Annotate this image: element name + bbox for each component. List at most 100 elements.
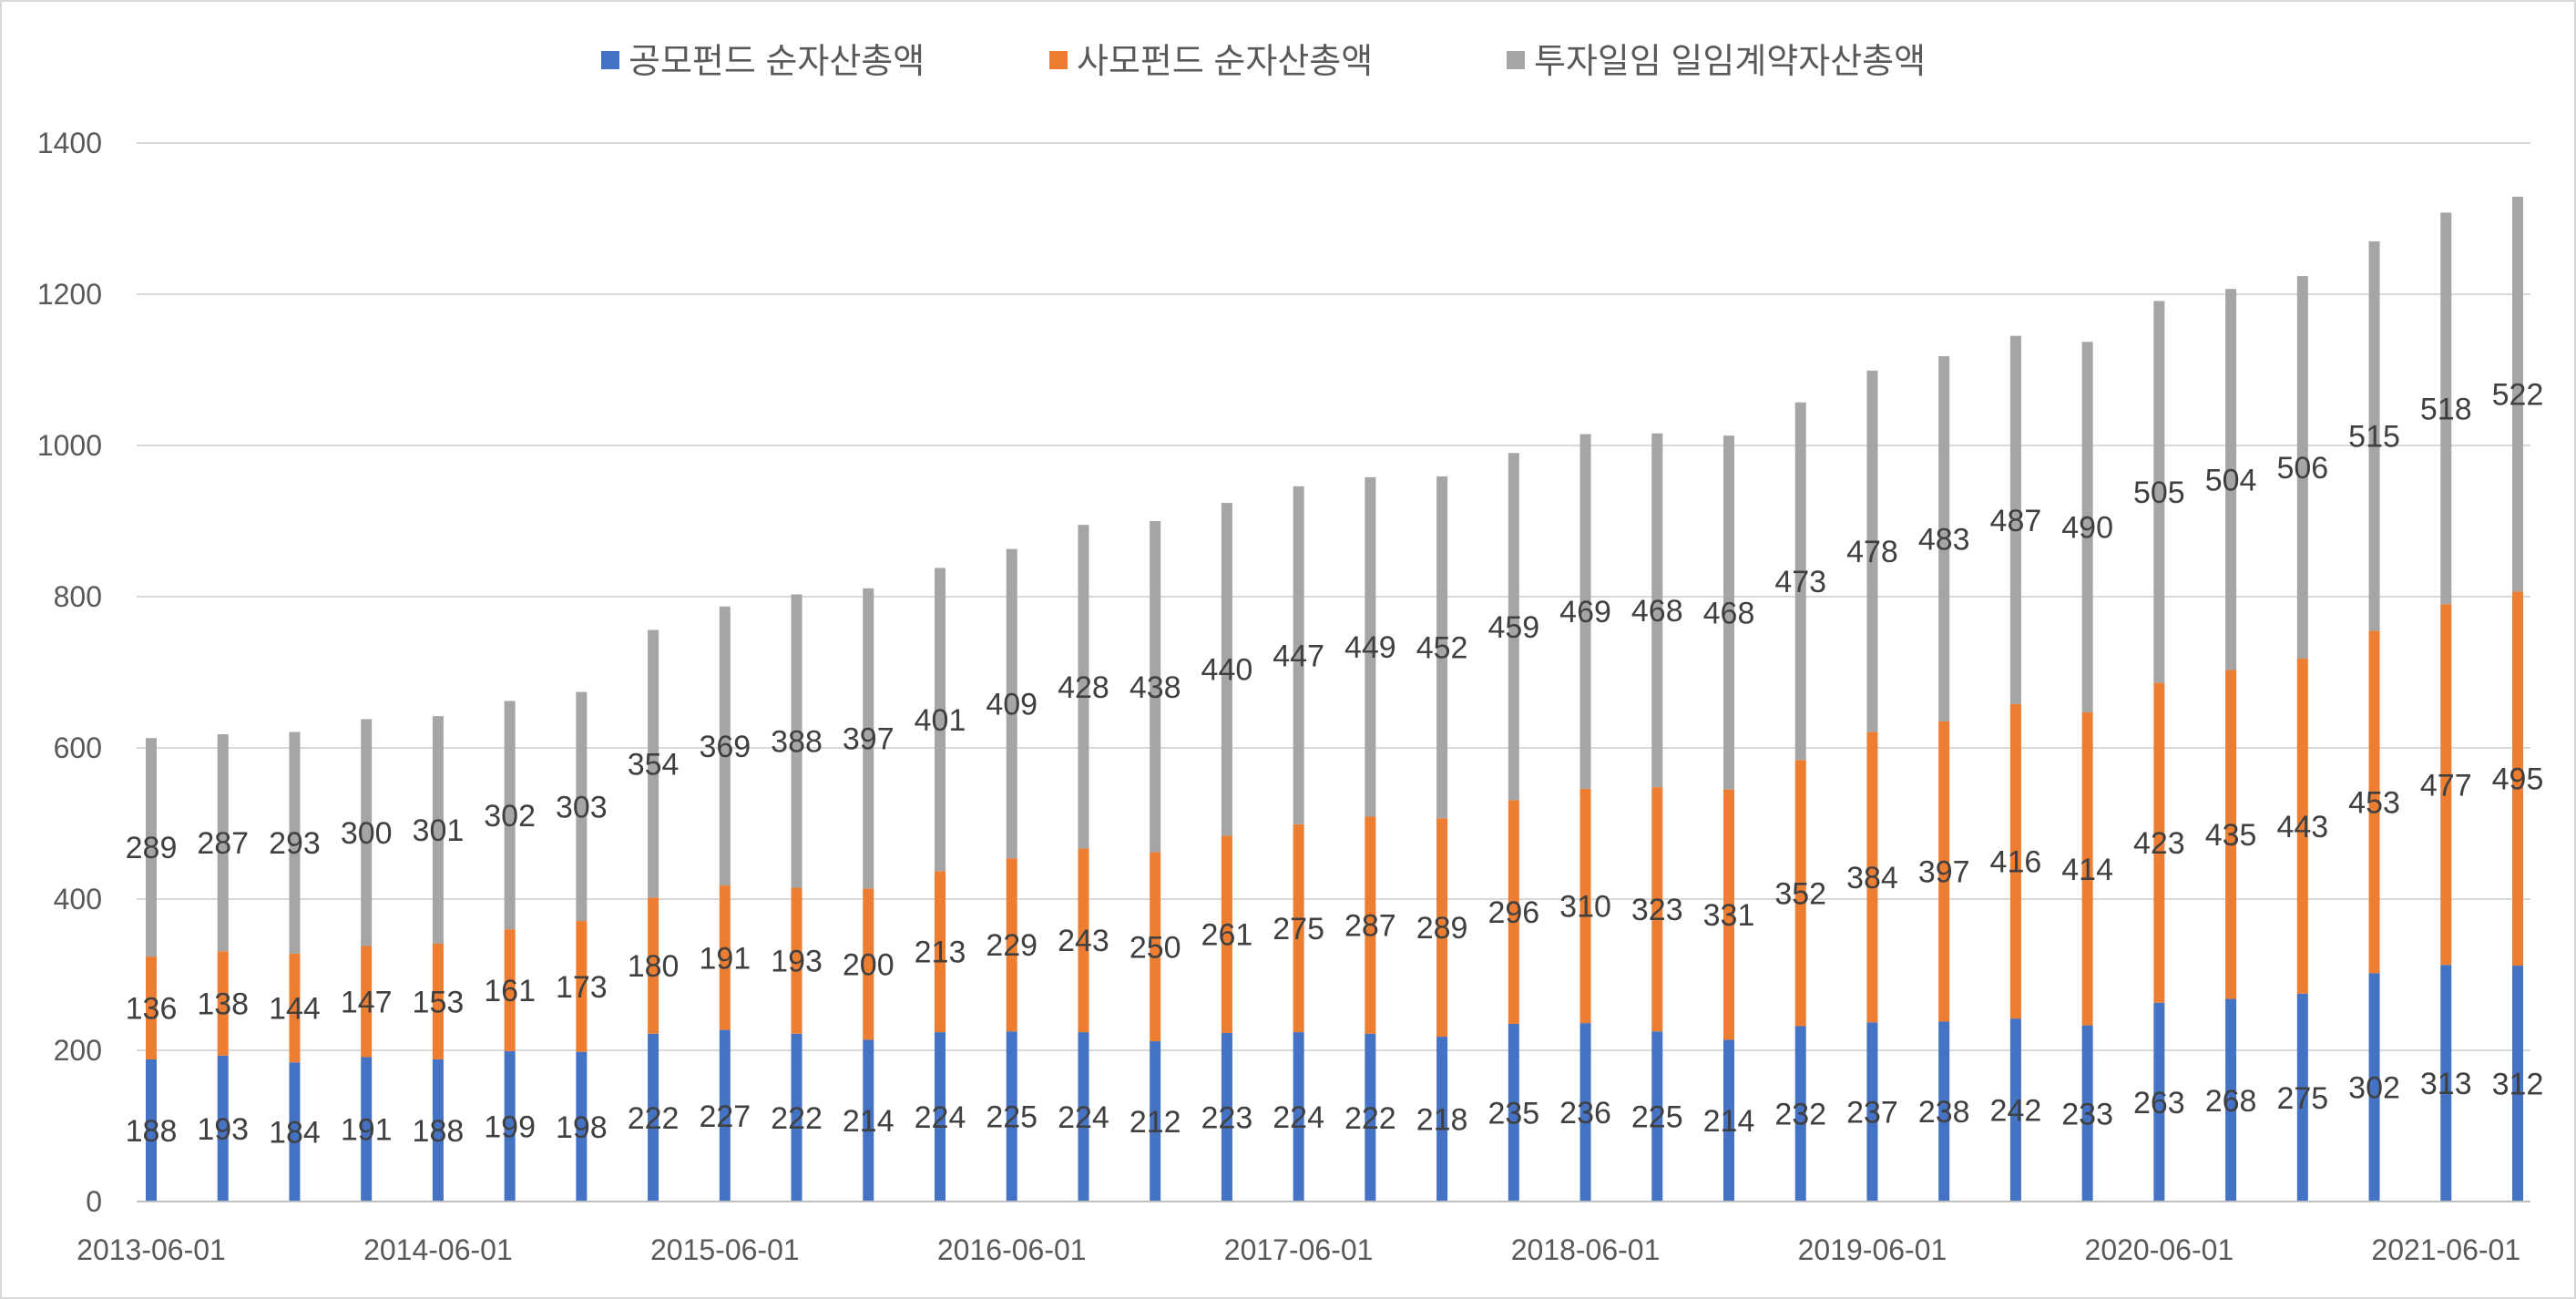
data-label: 236 xyxy=(1559,1096,1611,1130)
bar-segment xyxy=(1078,525,1089,849)
bar-segment xyxy=(2440,212,2452,605)
bar-segment xyxy=(1651,1031,1663,1202)
bar-segment xyxy=(791,887,802,1034)
data-label: 453 xyxy=(2348,785,2400,820)
bar-segment xyxy=(1293,486,1304,824)
bar-segment xyxy=(719,885,731,1030)
bar-segment xyxy=(1938,1021,1950,1202)
data-label: 447 xyxy=(1273,639,1324,673)
bar-segment xyxy=(2009,335,2021,704)
bar-segment xyxy=(2009,703,2021,1019)
bar-segment xyxy=(719,606,731,886)
data-label: 452 xyxy=(1416,631,1468,666)
bar-segment xyxy=(2009,1018,2021,1202)
data-label: 301 xyxy=(413,813,465,848)
y-tick-label: 1200 xyxy=(37,278,102,311)
data-label: 193 xyxy=(197,1112,249,1147)
data-label: 214 xyxy=(1703,1104,1755,1139)
data-label: 242 xyxy=(1990,1094,2042,1129)
data-label: 198 xyxy=(556,1110,608,1145)
data-label: 518 xyxy=(2420,392,2472,426)
data-label: 354 xyxy=(628,747,680,782)
bar-segment xyxy=(1436,818,1448,1038)
bar-segment xyxy=(1866,731,1878,1023)
bar-segment xyxy=(2296,276,2308,660)
bar-segment xyxy=(1866,370,1878,732)
bar-segment xyxy=(1508,453,1519,801)
data-label: 469 xyxy=(1559,595,1611,629)
bar-segment xyxy=(1365,1033,1376,1202)
bar-segment xyxy=(648,629,659,898)
data-label: 275 xyxy=(1273,912,1324,946)
bar-segment xyxy=(863,1039,874,1202)
data-label: 416 xyxy=(1990,845,2042,880)
data-label: 222 xyxy=(771,1101,823,1136)
bar-segment xyxy=(361,719,373,946)
bar-segment xyxy=(361,946,373,1058)
bar-segment xyxy=(1723,435,1734,790)
bar-segment xyxy=(432,943,444,1059)
x-tick-label: 2016-06-01 xyxy=(937,1233,1087,1266)
data-label: 238 xyxy=(1918,1095,1970,1130)
bar-segment xyxy=(2512,591,2523,967)
bar-segment xyxy=(1508,1023,1519,1202)
bar-segment xyxy=(1651,433,1663,788)
data-label: 229 xyxy=(986,928,1038,963)
data-label: 293 xyxy=(269,826,321,861)
bar-segment xyxy=(2296,659,2308,994)
bar-segment xyxy=(935,871,946,1033)
data-label: 302 xyxy=(484,799,536,834)
bar-segment xyxy=(863,588,874,889)
bar-segment xyxy=(1794,760,1806,1027)
data-label: 495 xyxy=(2492,762,2544,797)
data-label: 289 xyxy=(126,831,178,865)
data-label: 449 xyxy=(1344,630,1396,665)
bar-segment xyxy=(1293,823,1304,1033)
bar-segment xyxy=(504,701,516,930)
data-label: 153 xyxy=(413,985,465,1019)
data-label: 397 xyxy=(843,722,894,757)
bar-segment xyxy=(1221,835,1232,1033)
x-axis-ticks: 2013-06-01 2014-06-01 2015-06-01 2016-06-01… xyxy=(77,1201,2530,1266)
data-label: 287 xyxy=(197,826,249,861)
bar-segment xyxy=(217,1055,229,1202)
data-label: 401 xyxy=(915,703,966,738)
bar-segment xyxy=(1150,521,1161,853)
bar-segment xyxy=(576,691,588,922)
bar-segment xyxy=(1006,858,1017,1032)
bar-segment xyxy=(2368,240,2380,631)
bar-segment xyxy=(1723,789,1734,1040)
data-label: 477 xyxy=(2420,768,2472,803)
data-label: 310 xyxy=(1559,889,1611,924)
bar-segment xyxy=(1365,476,1376,817)
bar-segment xyxy=(289,731,301,954)
data-label: 136 xyxy=(126,992,178,1027)
data-label: 505 xyxy=(2133,476,2185,510)
data-label: 331 xyxy=(1703,898,1755,933)
data-label: 200 xyxy=(843,947,894,982)
data-label: 506 xyxy=(2276,451,2328,486)
bar-segment xyxy=(1150,852,1161,1042)
data-label: 222 xyxy=(1344,1101,1396,1136)
data-label: 302 xyxy=(2348,1071,2400,1106)
bar-segment xyxy=(2081,342,2093,712)
data-label: 184 xyxy=(269,1116,321,1151)
bar-segment xyxy=(146,1059,157,1202)
bar-segment xyxy=(791,1033,802,1202)
data-label: 423 xyxy=(2133,826,2185,861)
data-label: 212 xyxy=(1130,1105,1181,1140)
data-label: 224 xyxy=(915,1100,966,1135)
data-label: 222 xyxy=(628,1101,680,1136)
data-label: 250 xyxy=(1130,930,1181,965)
bar-segment xyxy=(2440,604,2452,966)
data-label: 352 xyxy=(1774,876,1826,911)
data-label: 144 xyxy=(269,992,321,1027)
data-label: 199 xyxy=(484,1110,536,1144)
data-label: 287 xyxy=(1344,909,1396,944)
data-label: 243 xyxy=(1058,924,1109,958)
data-label: 289 xyxy=(1416,911,1468,946)
y-tick-label: 400 xyxy=(54,883,102,915)
data-label: 147 xyxy=(341,985,393,1019)
bar-segment xyxy=(1006,1031,1017,1202)
bar-segment xyxy=(1006,548,1017,859)
